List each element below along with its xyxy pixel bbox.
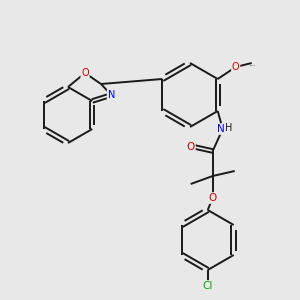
Text: O: O — [208, 193, 217, 203]
Text: methoxy: methoxy — [250, 64, 256, 66]
Text: O: O — [187, 142, 195, 152]
Text: O: O — [81, 68, 89, 78]
Text: Cl: Cl — [202, 281, 213, 291]
Text: O: O — [232, 62, 239, 72]
Text: N: N — [108, 90, 115, 100]
Text: H: H — [225, 123, 232, 133]
Text: N: N — [217, 124, 225, 134]
